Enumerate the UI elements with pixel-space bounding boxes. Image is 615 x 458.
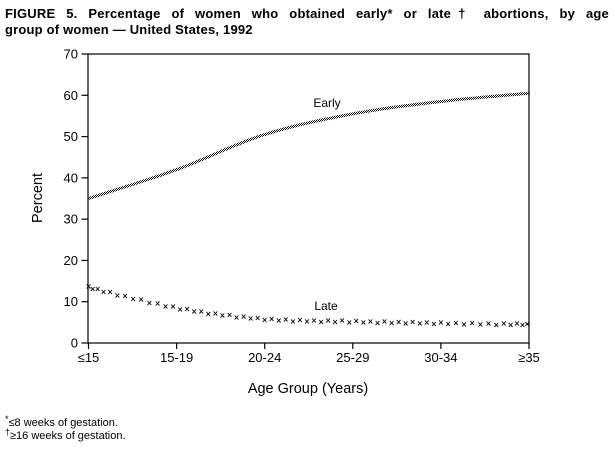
late-marker: × (262, 315, 268, 324)
x-tick-label: 25-29 (336, 350, 369, 365)
late-marker: × (233, 313, 239, 322)
x-tick-label: 15-19 (160, 350, 193, 365)
late-marker: × (122, 291, 128, 300)
late-marker: × (501, 319, 507, 328)
late-marker: × (107, 288, 113, 297)
late-marker: × (311, 316, 317, 325)
late-marker: × (269, 314, 275, 323)
footnote-early-marker: * (5, 414, 9, 424)
late-marker: × (255, 313, 261, 322)
late-marker: × (325, 316, 331, 325)
late-marker: × (417, 319, 423, 328)
late-marker: × (438, 318, 444, 327)
y-axis-title: Percent (30, 173, 46, 223)
late-marker: × (240, 312, 246, 321)
y-tick-label: 60 (64, 88, 78, 103)
late-marker: × (247, 314, 253, 323)
late-marker: × (332, 318, 338, 327)
late-marker: × (297, 316, 303, 325)
late-marker: × (493, 320, 499, 329)
late-marker: × (374, 318, 380, 327)
late-marker: × (114, 291, 120, 300)
late-marker: × (94, 284, 100, 293)
early-line (88, 91, 530, 200)
late-marker: × (138, 295, 144, 304)
late-marker: × (469, 319, 475, 328)
x-tick-label: 20-24 (248, 350, 281, 365)
late-marker: × (154, 299, 160, 308)
late-marker: × (146, 299, 152, 308)
late-marker: × (477, 320, 483, 329)
late-marker: × (395, 317, 401, 326)
late-marker: × (100, 287, 106, 296)
figure-title-line1: FIGURE 5. Percentage of women who obtain… (5, 6, 609, 21)
axes-ticks: 0 10 20 30 40 50 60 70 ≤15 15-19 20-24 25-29 30-34 ≥3… (64, 47, 540, 366)
late-marker: × (170, 302, 176, 311)
late-marker: × (367, 317, 373, 326)
late-marker: × (388, 319, 394, 328)
late-marker: × (360, 318, 366, 327)
late-marker: × (339, 316, 345, 325)
x-tick-label: 30-34 (424, 350, 457, 365)
figure-title-line2: group of women — United States, 1992 (5, 22, 253, 37)
late-marker: × (524, 319, 530, 328)
late-marker: × (130, 295, 136, 304)
late-marker: × (403, 319, 409, 328)
late-marker: × (89, 285, 95, 294)
footnotes: *≤8 weeks of gestation. †≥16 weeks of ge… (5, 414, 126, 443)
y-tick-label: 70 (64, 47, 78, 62)
series-lines: ××× × × × × × × × × × × × × × × × × × × × × × × × × × × × × × × × × × × × × ×… (85, 91, 530, 330)
late-marker: × (198, 307, 204, 316)
late-marker: × (453, 318, 459, 327)
late-marker: × (276, 316, 282, 325)
late-marker: × (212, 309, 218, 318)
late-marker: × (485, 319, 491, 328)
late-marker: × (431, 319, 437, 328)
late-marker: × (219, 311, 225, 320)
y-tick-label: 50 (64, 129, 78, 144)
y-tick-label: 30 (64, 212, 78, 227)
late-marker: × (290, 317, 296, 326)
footnote-late-marker: † (5, 427, 11, 437)
x-axis-title: Age Group (Years) (248, 381, 368, 397)
late-marker: × (353, 317, 359, 326)
late-marker: × (205, 309, 211, 318)
late-marker: × (410, 318, 416, 327)
late-marker: × (191, 307, 197, 316)
y-tick-label: 10 (64, 294, 78, 309)
y-tick-label: 40 (64, 170, 78, 185)
late-marker: × (283, 315, 289, 324)
late-marker: × (304, 317, 310, 326)
late-marker: × (445, 320, 451, 329)
footnote-late: †≥16 weeks of gestation. (5, 427, 126, 443)
series-label-late: Late (314, 299, 338, 313)
figure-title: FIGURE 5. Percentage of women who obtain… (5, 6, 609, 38)
late-marker: × (226, 311, 232, 320)
late-marker: × (424, 318, 430, 327)
late-marker: × (346, 318, 352, 327)
late-marker: × (184, 305, 190, 314)
y-tick-label: 0 (71, 336, 78, 351)
late-marker: × (514, 319, 520, 328)
x-tick-label: ≤15 (78, 350, 100, 365)
late-marker: × (162, 302, 168, 311)
late-marker: × (461, 320, 467, 329)
x-tick-label: ≥35 (518, 350, 540, 365)
late-marker: × (519, 321, 525, 330)
late-marker: × (508, 321, 514, 330)
late-marker: × (381, 317, 387, 326)
y-tick-label: 20 (64, 253, 78, 268)
footnote-early-text: ≤8 weeks of gestation. (8, 417, 118, 429)
series-label-early: Early (313, 96, 340, 110)
footnote-early: *≤8 weeks of gestation. (5, 414, 126, 430)
late-marker: × (177, 305, 183, 314)
late-marker: × (85, 282, 91, 291)
plot-frame (87, 53, 530, 344)
footnote-late-text: ≥16 weeks of gestation. (10, 430, 126, 442)
late-marker: × (318, 317, 324, 326)
